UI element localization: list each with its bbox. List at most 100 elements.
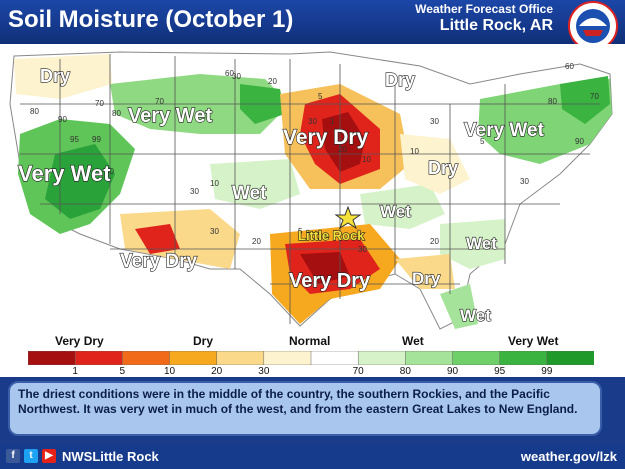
caption-box: The driest conditions were in the middle… bbox=[8, 381, 602, 436]
contour-number: 30 bbox=[520, 177, 529, 186]
social-handle[interactable]: NWSLittle Rock bbox=[62, 449, 159, 464]
label-wet-ar: Wet bbox=[380, 202, 411, 221]
wet-fl-region bbox=[440, 284, 478, 329]
dry-gulf-region bbox=[395, 254, 455, 289]
label-dry-gulf: Dry bbox=[412, 269, 441, 288]
legend-categories: Very Dry Dry Normal Wet Very Wet bbox=[0, 334, 625, 350]
contour-number: 60 bbox=[565, 62, 574, 71]
label-very-wet-north: Very Wet bbox=[128, 105, 212, 127]
label-dry-east: Dry bbox=[428, 158, 458, 178]
contour-number: 5 bbox=[318, 92, 323, 101]
wet-ar-region bbox=[360, 184, 445, 229]
dry-east-region bbox=[400, 134, 470, 194]
label-wet-fl: Wet bbox=[460, 306, 491, 325]
facebook-icon[interactable]: f bbox=[6, 449, 20, 463]
very-dry-central-core2 bbox=[322, 112, 365, 172]
contour-number: 99 bbox=[92, 135, 101, 144]
legend-swatch bbox=[216, 351, 265, 365]
legend-swatch bbox=[546, 351, 594, 365]
contour-number: 30 bbox=[190, 187, 199, 196]
contour-number: 20 bbox=[338, 145, 347, 154]
contour-number: 20 bbox=[430, 237, 439, 246]
wet-ne-core bbox=[560, 76, 610, 124]
twitter-icon[interactable]: t bbox=[24, 449, 38, 463]
legend-swatch bbox=[28, 351, 76, 365]
label-dry-north: Dry bbox=[385, 70, 415, 90]
footer-bar: f t ▶ NWSLittle Rock weather.gov/lzk bbox=[0, 445, 625, 469]
label-very-wet-ne: Very Wet bbox=[464, 120, 545, 141]
contour-number: 10 bbox=[410, 147, 419, 156]
contour-number: 30 bbox=[232, 72, 241, 81]
contour-number: 10 bbox=[362, 155, 371, 164]
legend-tick-label: 90 bbox=[446, 366, 459, 377]
label-wet-central: Wet bbox=[232, 183, 267, 204]
label-very-dry-south: Very Dry bbox=[289, 270, 371, 292]
state-borders bbox=[20, 54, 600, 324]
legend-tick-label: 99 bbox=[541, 366, 553, 377]
little-rock-star-icon bbox=[334, 205, 362, 230]
contour-number: 30 bbox=[358, 245, 367, 254]
contour-number: 70 bbox=[95, 99, 104, 108]
contour-number: 5 bbox=[480, 137, 485, 146]
legend-tick-label: 10 bbox=[163, 366, 176, 377]
contour-number: 20 bbox=[252, 237, 261, 246]
dry-nw-region bbox=[14, 54, 112, 99]
website-link[interactable]: weather.gov/lzk bbox=[520, 449, 617, 464]
contour-number: 70 bbox=[155, 97, 164, 106]
contour-number: 95 bbox=[70, 135, 79, 144]
office-location: Little Rock, AR bbox=[439, 17, 553, 34]
legend-tick-label: 80 bbox=[399, 366, 411, 377]
wet-west-core bbox=[45, 144, 115, 219]
label-very-dry-central: Very Dry bbox=[283, 126, 369, 149]
contour-number: 80 bbox=[548, 97, 557, 106]
contour-number: 30 bbox=[210, 227, 219, 236]
legend-swatch bbox=[452, 351, 501, 365]
contour-number: 5 bbox=[298, 227, 303, 236]
page-title: Soil Moisture (October 1) bbox=[8, 6, 294, 33]
nws-logo-icon bbox=[568, 1, 618, 51]
legend-tick-label: 30 bbox=[258, 366, 270, 377]
legend-tick-label: 95 bbox=[494, 366, 506, 377]
legend-swatch bbox=[405, 351, 454, 365]
contour-number: 80 bbox=[105, 167, 114, 176]
legend-swatch bbox=[122, 351, 171, 365]
legend-swatch bbox=[263, 351, 312, 365]
contour-number: 20 bbox=[268, 77, 277, 86]
legend-cat-dry: Dry bbox=[193, 334, 214, 348]
contour-number: 90 bbox=[575, 137, 584, 146]
legend-cat-very-dry: Very Dry bbox=[55, 334, 104, 348]
contour-number: 60 bbox=[225, 69, 234, 78]
legend-cat-very-wet: Very Wet bbox=[508, 334, 559, 348]
youtube-icon[interactable]: ▶ bbox=[42, 449, 56, 463]
wet-se-region bbox=[440, 219, 505, 269]
legend-swatch bbox=[310, 351, 359, 365]
wet-central-region bbox=[210, 159, 300, 209]
map-panel: 80 70 90 95 99 80 70 60 30 80 20 10 30 5 1 20 10 5 30 30 80 7… bbox=[0, 44, 625, 377]
contour-number: 1 bbox=[330, 117, 335, 126]
contour-number: 80 bbox=[112, 109, 121, 118]
legend-colorbar bbox=[28, 351, 594, 365]
contour-number: 10 bbox=[210, 179, 219, 188]
office-block: Weather Forecast Office Little Rock, AR bbox=[415, 2, 553, 35]
label-dry-nw: Dry bbox=[40, 66, 70, 86]
legend-swatch bbox=[499, 351, 548, 365]
very-dry-south-core2 bbox=[300, 252, 350, 284]
legend-cat-wet: Wet bbox=[402, 334, 424, 348]
legend-swatch bbox=[169, 351, 218, 365]
office-name: Weather Forecast Office bbox=[415, 2, 553, 16]
legend-tick-label: 70 bbox=[352, 366, 364, 377]
legend-tick-label: 5 bbox=[119, 366, 126, 377]
contour-number: 80 bbox=[30, 107, 39, 116]
contour-number: 30 bbox=[308, 117, 317, 126]
label-very-wet-west: Very Wet bbox=[18, 161, 111, 186]
legend-swatch bbox=[357, 351, 407, 365]
legend-tick-label: 1 bbox=[72, 366, 78, 377]
legend-ticks: 1 5 10 20 30 70 80 90 95 99 bbox=[0, 366, 625, 378]
label-wet-se: Wet bbox=[466, 234, 497, 253]
legend-tick-label: 20 bbox=[211, 366, 223, 377]
contour-number: 90 bbox=[58, 115, 67, 124]
very-dry-sw-core bbox=[135, 224, 180, 254]
legend-cat-normal: Normal bbox=[289, 334, 331, 348]
